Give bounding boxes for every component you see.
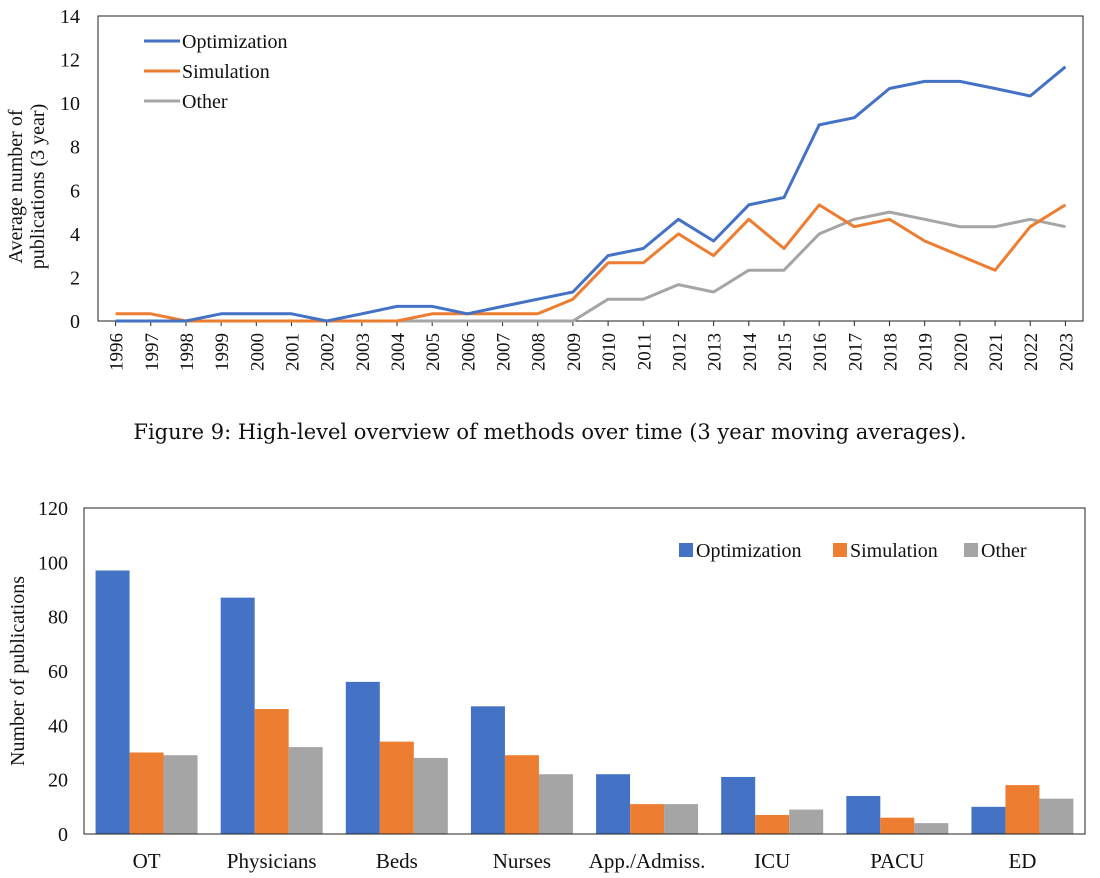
y-tick-label: 100 xyxy=(38,552,68,574)
x-tick-label: 2017 xyxy=(845,333,866,371)
bar-simulation-nurses xyxy=(504,755,539,834)
x-tick-label: 2003 xyxy=(353,333,374,371)
y-axis-label-line: Average number of xyxy=(5,109,27,263)
y-tick-label: 60 xyxy=(48,661,68,683)
x-tick-label: 2007 xyxy=(494,333,515,371)
bar-optimization-pacu xyxy=(846,795,881,834)
bar-optimization-icu xyxy=(721,776,756,834)
x-tick-label: 2006 xyxy=(458,333,479,371)
line-chart: 0 2 4 6 8 10 12 14 1996 1997 1998 1999 2000 2001 2002 2… xyxy=(5,6,1084,372)
category-label: Nurses xyxy=(493,849,551,873)
figure-caption: Figure 9: High-level overview of methods… xyxy=(133,420,967,444)
x-tick-label: 1996 xyxy=(107,333,128,371)
bar-simulation-ed xyxy=(1005,785,1040,834)
bar-simulation-icu xyxy=(755,814,790,834)
y-tick-label: 6 xyxy=(70,180,80,202)
y-tick-label: 120 xyxy=(38,498,68,520)
y-tick-label: 10 xyxy=(60,93,80,115)
legend-label: Optimization xyxy=(696,540,802,562)
y-axis-label: Number of publications xyxy=(7,576,29,766)
legend-swatch xyxy=(679,543,693,557)
legend-label: Optimization xyxy=(182,31,288,53)
x-tick-label: 2015 xyxy=(775,333,796,371)
bar-optimization-app-admiss- xyxy=(596,774,631,834)
legend-label: Other xyxy=(182,91,228,113)
bar-other-pacu xyxy=(914,823,949,834)
y-tick-label: 4 xyxy=(70,224,80,246)
x-tick-label: 2014 xyxy=(740,333,761,372)
bar-other-app-admiss- xyxy=(664,804,699,834)
x-tick-label: 1998 xyxy=(177,333,198,371)
x-tick-label: 2020 xyxy=(951,333,972,371)
bar-simulation-beds xyxy=(379,741,414,834)
x-tick-label: 2016 xyxy=(810,333,831,371)
x-tick-label: 2011 xyxy=(634,333,655,370)
series-line-other xyxy=(115,210,1066,323)
bar-optimization-ot xyxy=(95,570,130,834)
category-label: ED xyxy=(1008,849,1036,873)
y-tick-label: 20 xyxy=(48,770,68,792)
y-tick-label: 40 xyxy=(48,715,68,737)
x-tick-label: 1997 xyxy=(142,333,163,371)
bar-simulation-physicians xyxy=(254,709,289,834)
x-tick-label: 2018 xyxy=(881,333,902,371)
bar-optimization-ed xyxy=(971,806,1006,834)
y-tick-label: 80 xyxy=(48,607,68,629)
x-tick-label: 2001 xyxy=(282,333,303,371)
x-tick-label: 2008 xyxy=(529,333,550,371)
x-tick-label: 2004 xyxy=(388,333,409,372)
category-label: Physicians xyxy=(227,849,317,873)
y-axis-label: Average number ofpublications (3 year) xyxy=(5,104,49,270)
bar-other-physicians xyxy=(288,747,323,834)
bar-simulation-ot xyxy=(129,752,164,834)
category-label: App./Admiss. xyxy=(589,849,706,873)
bar-other-beds xyxy=(413,757,448,834)
bar-other-ot xyxy=(163,755,198,834)
x-tick-label: 2002 xyxy=(318,333,339,371)
y-tick-label: 2 xyxy=(70,267,80,289)
x-tick-label: 2021 xyxy=(986,333,1007,371)
legend-swatch xyxy=(964,543,978,557)
bar-other-icu xyxy=(789,809,824,834)
bar-chart-plot-area xyxy=(83,507,1086,835)
category-label: ICU xyxy=(754,849,790,873)
series-line-simulation xyxy=(115,203,1067,323)
bar-optimization-beds xyxy=(345,681,380,834)
legend-swatch xyxy=(833,543,847,557)
bar-simulation-app-admiss- xyxy=(630,804,665,834)
y-tick-label: 0 xyxy=(58,824,68,846)
y-tick-label: 14 xyxy=(60,6,80,28)
series-line-optimization xyxy=(115,65,1067,323)
x-tick-label: 2023 xyxy=(1056,333,1077,371)
bar-chart: OT Physicians Beds Nurses App./Admiss. ICU PAC… xyxy=(7,498,1086,873)
y-tick-label: 0 xyxy=(70,311,80,333)
line-chart-plot-area xyxy=(97,15,1084,322)
bar-simulation-pacu xyxy=(880,817,915,834)
y-tick-label: 12 xyxy=(60,50,80,72)
x-tick-label: 2009 xyxy=(564,333,585,371)
bar-other-ed xyxy=(1039,798,1074,834)
category-label: PACU xyxy=(870,849,924,873)
category-label: OT xyxy=(133,849,161,873)
y-axis-label-line: publications (3 year) xyxy=(27,104,49,270)
x-tick-label: 2019 xyxy=(916,333,937,371)
x-tick-label: 2022 xyxy=(1021,333,1042,371)
legend-label: Other xyxy=(981,540,1027,562)
y-tick-label: 8 xyxy=(70,137,80,159)
bar-other-nurses xyxy=(538,774,573,834)
x-tick-label: 2013 xyxy=(705,333,726,371)
legend-label: Simulation xyxy=(182,61,270,83)
bar-optimization-physicians xyxy=(220,597,255,834)
category-label: Beds xyxy=(376,849,418,873)
x-tick-label: 1999 xyxy=(212,333,233,371)
x-tick-label: 2012 xyxy=(669,333,690,371)
bar-optimization-nurses xyxy=(470,706,505,834)
x-tick-label: 2005 xyxy=(423,333,444,371)
legend-label: Simulation xyxy=(850,540,938,562)
x-tick-label: 2010 xyxy=(599,333,620,371)
x-tick-label: 2000 xyxy=(247,333,268,371)
